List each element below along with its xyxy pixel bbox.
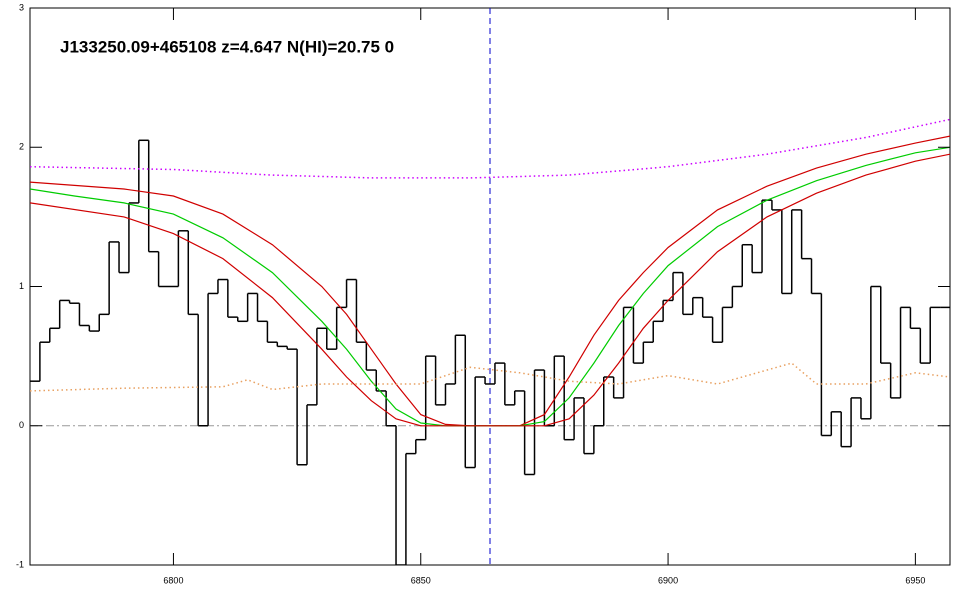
y-tick-label: 2 xyxy=(19,142,24,152)
model-curve xyxy=(30,153,950,427)
plot-area xyxy=(30,8,950,565)
y-tick-label: -1 xyxy=(16,559,24,569)
y-tick-label: 3 xyxy=(19,2,24,12)
x-tick-label: 6900 xyxy=(658,575,678,585)
dotted-curve xyxy=(30,362,950,392)
chart-title: J133250.09+465108 z=4.647 N(HI)=20.75 0 xyxy=(60,37,394,56)
dotted-curve xyxy=(30,118,950,179)
y-tick-label: 0 xyxy=(19,420,24,430)
x-tick-label: 6950 xyxy=(905,575,925,585)
y-tick-label: 1 xyxy=(19,281,24,291)
x-tick-label: 6800 xyxy=(163,575,183,585)
x-tick-label: 6850 xyxy=(411,575,431,585)
